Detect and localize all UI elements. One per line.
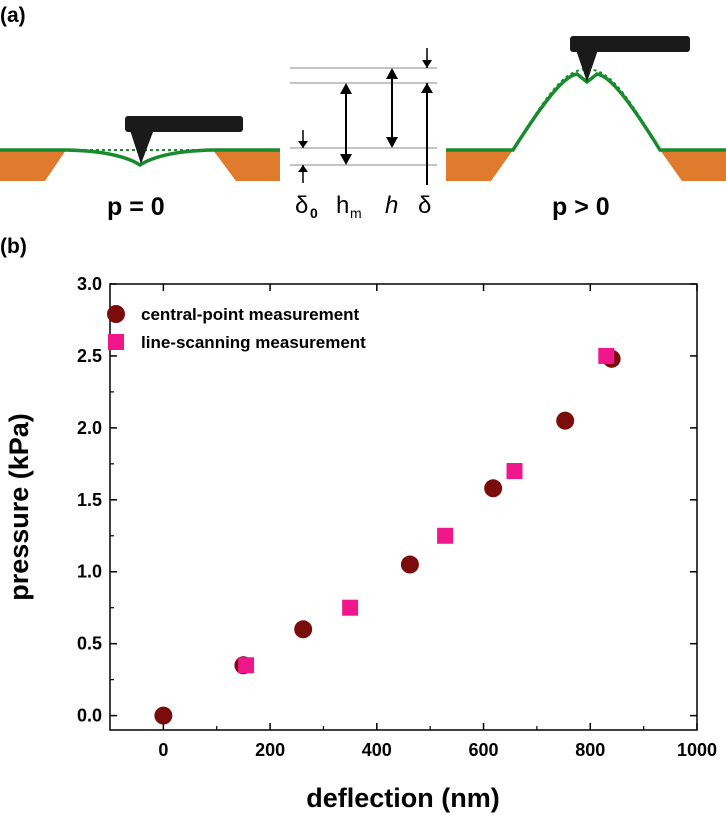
x-tick-label: 400: [362, 740, 392, 760]
symbol-hm-sub: m: [350, 205, 362, 221]
y-axis: 0.0 0.5 1.0 1.5 2.0 2.5 3.0: [77, 274, 697, 726]
membrane-sagging: [0, 148, 280, 168]
state-label-p0: p = 0: [107, 193, 165, 221]
cantilever-right: [570, 36, 690, 52]
symbol-delta0: δ: [295, 192, 308, 219]
legend-marker-central: [107, 305, 125, 323]
y-tick-label: 1.5: [77, 490, 102, 510]
dimension-lines: δ 0 h m h δ: [290, 48, 437, 221]
point-central: [294, 620, 313, 639]
x-tick-label: 0: [158, 740, 168, 760]
substrate-right-b: [660, 150, 726, 181]
membrane-bulging: [446, 72, 726, 152]
x-tick-label: 1000: [677, 740, 717, 760]
point-line-scan: [238, 657, 255, 674]
legend-label: central-point measurement: [141, 305, 360, 324]
hm-arrow: [340, 83, 352, 165]
y-tick-label: 0.0: [77, 706, 102, 726]
x-tick-label: 800: [575, 740, 605, 760]
substrate-left-b: [213, 150, 280, 181]
panel-label-b: (b): [0, 235, 27, 258]
substrate-right-a: [446, 150, 513, 181]
symbol-h: h: [385, 192, 398, 219]
plot-frame: [109, 283, 698, 731]
point-central: [556, 411, 575, 430]
panel-label-a: (a): [0, 4, 26, 27]
y-tick-label: 2.5: [77, 346, 102, 366]
data-points: [154, 347, 621, 725]
y-tick-label: 1.0: [77, 562, 102, 582]
symbol-hm: h: [336, 192, 349, 219]
h-arrow: [386, 68, 398, 148]
point-central: [484, 479, 503, 498]
state-label-p-positive: p > 0: [552, 193, 610, 221]
symbol-delta0-sub: 0: [310, 205, 318, 221]
point-line-scan: [437, 527, 454, 544]
tip-right: [574, 44, 600, 82]
schematic-right-state: p > 0: [446, 36, 726, 221]
schematic-panel: (a) p = 0: [0, 4, 726, 221]
legend-marker-line-scan: [108, 334, 124, 350]
x-axis-title: deflection (nm): [306, 783, 500, 813]
point-line-scan: [342, 599, 359, 616]
schematic-left-state: p = 0: [0, 116, 280, 221]
symbol-delta: δ: [418, 192, 431, 219]
point-line-scan: [598, 347, 615, 364]
y-tick-label: 0.5: [77, 634, 102, 654]
y-tick-label: 2.0: [77, 418, 102, 438]
substrate-left-a: [0, 150, 66, 181]
tip-left: [128, 124, 156, 164]
x-axis: 0 200 400 600 800 1000: [158, 284, 717, 760]
point-central: [400, 555, 419, 574]
delta-arrow: [421, 48, 433, 185]
delta0-arrow: [298, 130, 308, 183]
chart-panel: (b) 0 200 400 600 800 1000 0.0 0.5 1.0 1.5 2.0 2.5…: [0, 235, 717, 813]
y-axis-title: pressure (kPa): [4, 413, 34, 601]
point-line-scan: [506, 463, 523, 480]
legend-label: line-scanning measurement: [141, 333, 366, 352]
x-tick-label: 200: [255, 740, 285, 760]
x-tick-label: 600: [469, 740, 499, 760]
y-tick-label: 3.0: [77, 274, 102, 294]
legend: central-point measurement line-scanning m…: [107, 305, 366, 352]
point-central: [154, 706, 173, 725]
